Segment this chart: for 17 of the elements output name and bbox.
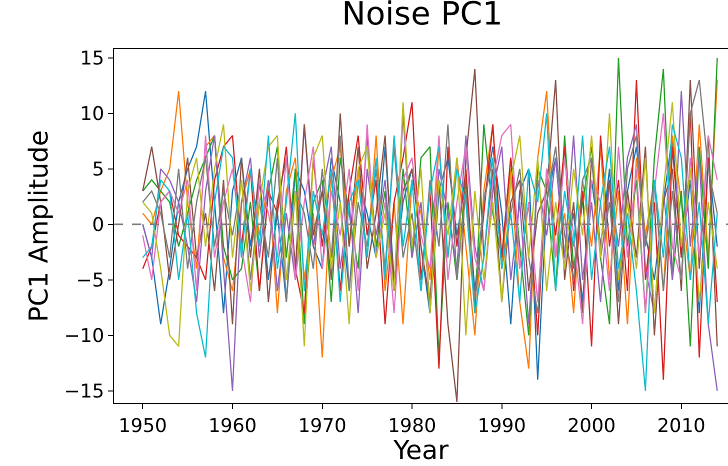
y-tick-label: −10 bbox=[64, 324, 104, 347]
chart-title: Noise PC1 bbox=[342, 0, 503, 33]
x-tick-label: 2000 bbox=[567, 414, 616, 437]
x-tick-label: 1980 bbox=[388, 414, 436, 437]
y-tick-label: 5 bbox=[92, 158, 104, 180]
x-tick-label: 2010 bbox=[657, 414, 706, 437]
y-tick-label: −15 bbox=[64, 380, 104, 402]
x-tick-label: 1990 bbox=[478, 414, 526, 437]
x-tick-label: 1960 bbox=[208, 414, 257, 437]
y-tick-label: 15 bbox=[80, 48, 104, 70]
x-axis-title: Year bbox=[392, 436, 449, 466]
x-tick-label: 1970 bbox=[298, 414, 346, 437]
y-tick-label: 0 bbox=[92, 214, 104, 236]
y-tick-label: 10 bbox=[80, 103, 104, 126]
y-tick-label: −5 bbox=[76, 269, 104, 292]
y-axis-title: PC1 Amplitude bbox=[24, 130, 54, 322]
x-tick-label: 1950 bbox=[118, 414, 167, 437]
